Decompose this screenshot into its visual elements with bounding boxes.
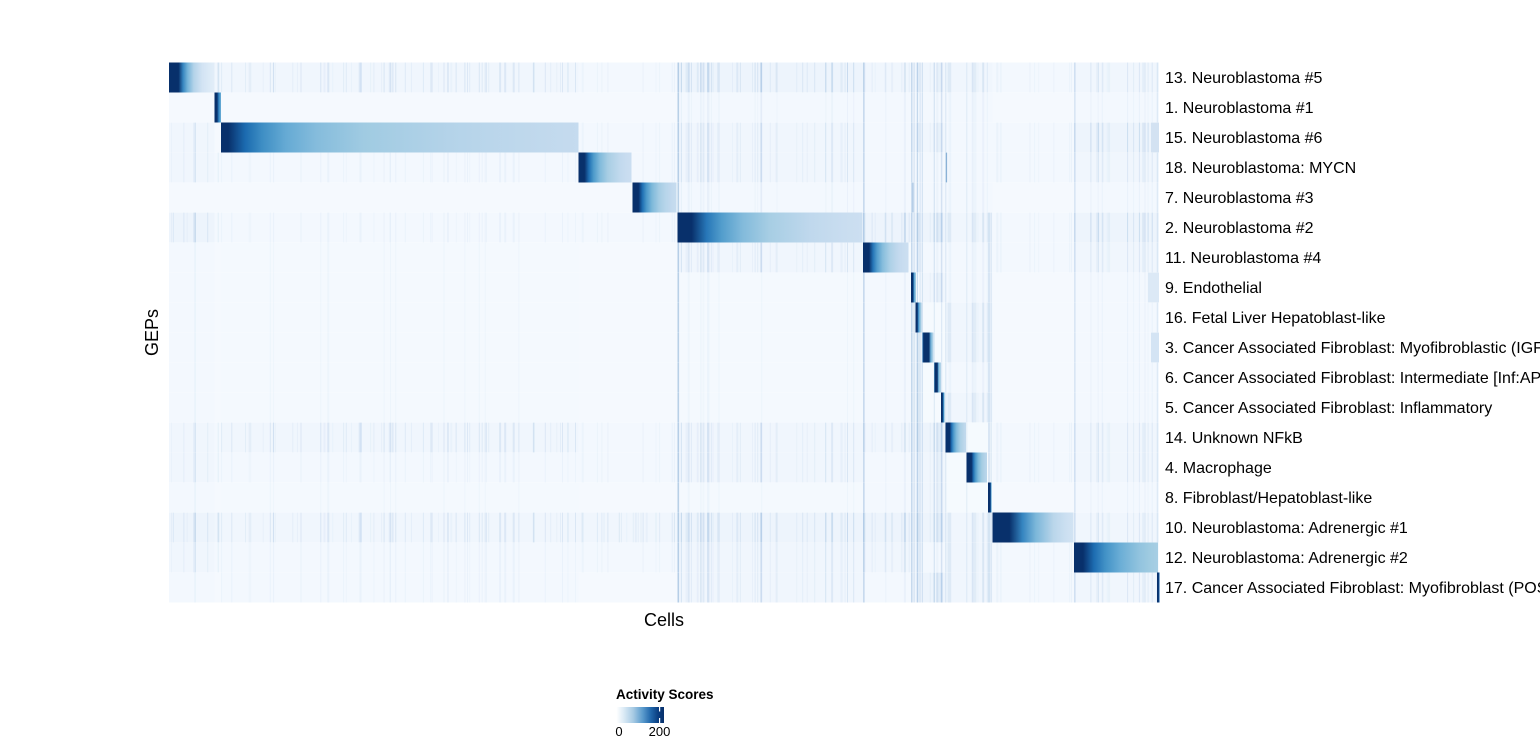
svg-text:7. Neuroblastoma #3: 7. Neuroblastoma #3 [1165, 190, 1314, 207]
svg-text:GEPs: GEPs [142, 309, 162, 356]
svg-text:18. Neuroblastoma: MYCN: 18. Neuroblastoma: MYCN [1165, 160, 1356, 177]
svg-text:1. Neuroblastoma #1: 1. Neuroblastoma #1 [1165, 100, 1314, 117]
svg-text:3. Cancer Associated Fibroblas: 3. Cancer Associated Fibroblast: Myofibr… [1165, 340, 1540, 357]
svg-text:10. Neuroblastoma: Adrenergic: 10. Neuroblastoma: Adrenergic #1 [1165, 520, 1408, 537]
svg-text:14. Unknown NFkB: 14. Unknown NFkB [1165, 430, 1303, 447]
svg-text:5. Cancer Associated Fibroblas: 5. Cancer Associated Fibroblast: Inflamm… [1165, 400, 1492, 417]
svg-text:Activity Scores: Activity Scores [616, 687, 714, 702]
svg-text:11. Neuroblastoma #4: 11. Neuroblastoma #4 [1165, 250, 1321, 267]
svg-text:16. Fetal Liver Hepatoblast-li: 16. Fetal Liver Hepatoblast-like [1165, 310, 1386, 327]
svg-text:12. Neuroblastoma: Adrenergic: 12. Neuroblastoma: Adrenergic #2 [1165, 550, 1408, 567]
svg-text:17. Cancer Associated Fibrobla: 17. Cancer Associated Fibroblast: Myofib… [1165, 580, 1540, 597]
svg-text:9. Endothelial: 9. Endothelial [1165, 280, 1262, 297]
svg-text:15. Neuroblastoma #6: 15. Neuroblastoma #6 [1165, 130, 1323, 147]
svg-text:0: 0 [615, 724, 622, 739]
svg-text:6. Cancer Associated Fibroblas: 6. Cancer Associated Fibroblast: Interme… [1165, 370, 1540, 387]
svg-text:4. Macrophage: 4. Macrophage [1165, 460, 1272, 477]
svg-text:Cells: Cells [644, 610, 684, 630]
svg-text:8. Fibroblast/Hepatoblast-like: 8. Fibroblast/Hepatoblast-like [1165, 490, 1372, 507]
svg-text:2. Neuroblastoma #2: 2. Neuroblastoma #2 [1165, 220, 1314, 237]
svg-text:13. Neuroblastoma #5: 13. Neuroblastoma #5 [1165, 70, 1323, 87]
svg-text:200: 200 [649, 724, 671, 739]
